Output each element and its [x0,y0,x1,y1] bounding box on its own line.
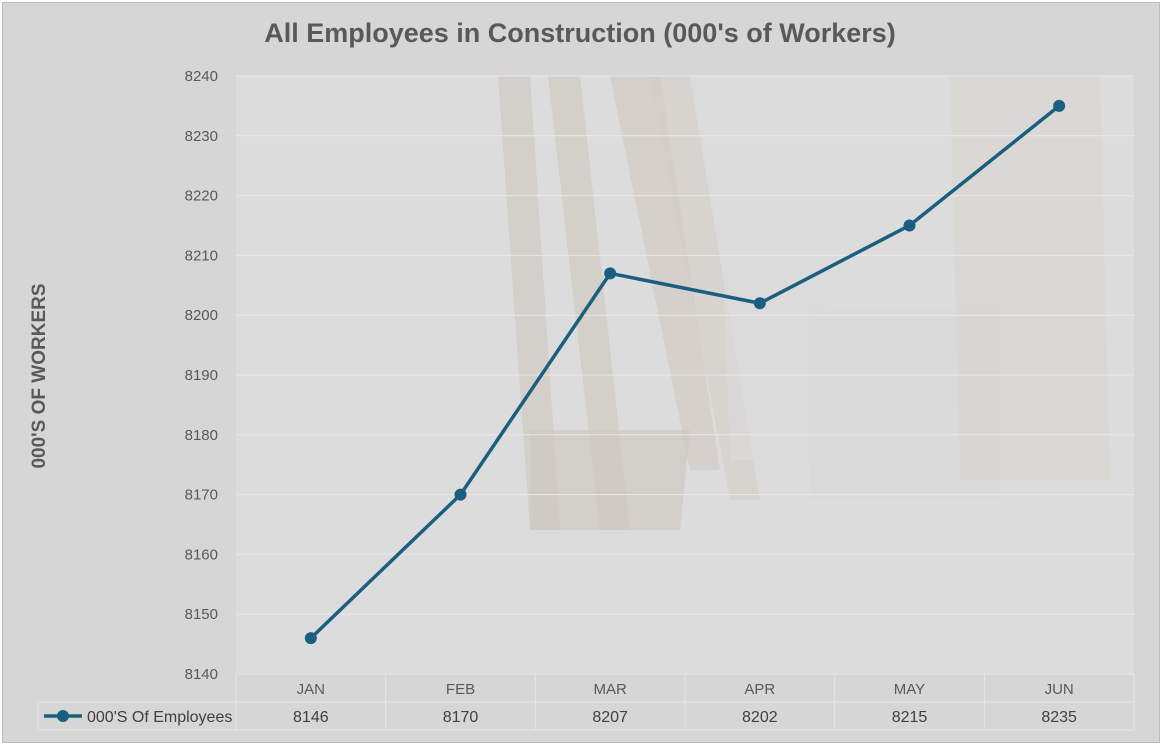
x-category-label: FEB [446,681,475,698]
data-point [903,219,916,232]
data-point [1053,99,1066,112]
data-table-value: 8170 [443,709,479,726]
x-category-label: APR [744,681,775,698]
y-tick-label: 8200 [185,307,218,324]
data-table-value: 8235 [1041,709,1077,726]
data-point [304,632,317,645]
y-tick-label: 8160 [185,546,218,563]
y-tick-label: 8230 [185,128,218,145]
data-point [753,297,766,310]
data-table-value: 8202 [742,709,778,726]
x-category-label: JAN [297,681,325,698]
data-table-value: 8146 [293,709,329,726]
data-table-value: 8207 [592,709,628,726]
y-axis-tick-labels: 8140 8150 8160 8170 8180 8190 8200 8210 8220 8230… [185,68,218,683]
y-tick-label: 8190 [185,367,218,384]
legend-label: 000'S Of Employees [87,709,232,726]
x-category-label: JUN [1045,681,1074,698]
y-tick-label: 8140 [185,666,218,683]
y-tick-label: 8180 [185,427,218,444]
data-point [604,267,617,280]
y-tick-label: 8220 [185,188,218,205]
y-tick-label: 8210 [185,247,218,264]
legend-swatch-marker [57,710,69,722]
y-tick-label: 8240 [185,68,218,85]
legend: 000'S Of Employees [44,709,232,726]
data-table-value: 8215 [892,709,928,726]
chart-title: All Employees in Construction (000's of … [264,18,896,48]
series-line [304,99,1066,645]
gridlines [236,75,1134,615]
x-category-label: MAR [593,681,627,698]
series-line-path [309,104,1061,640]
data-point [454,488,467,501]
y-tick-label: 8170 [185,487,218,504]
x-category-label: MAY [894,681,925,698]
data-table: JAN FEB MAR APR MAY JUN 8146 8170 8207 8202 8215 82… [37,673,1135,731]
y-tick-label: 8150 [185,606,218,623]
